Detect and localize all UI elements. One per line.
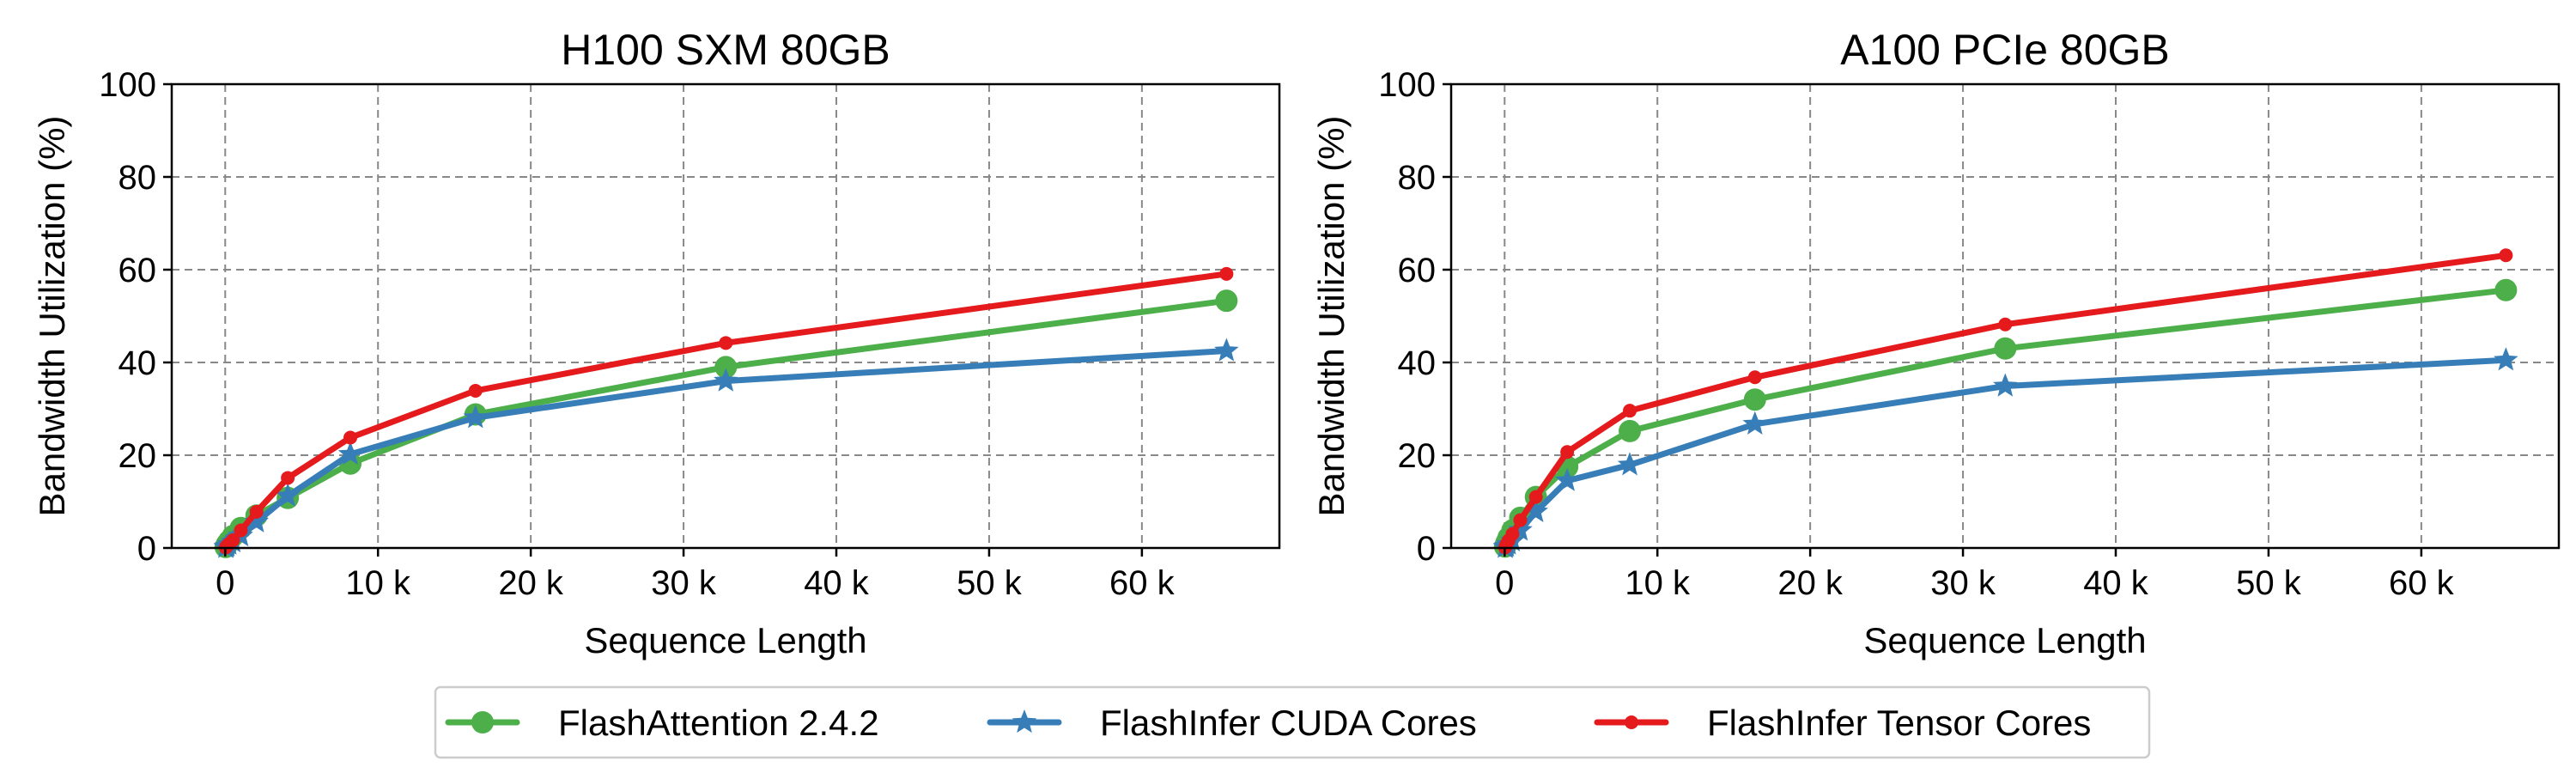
data-point [1523, 498, 1548, 522]
x-tick-label: 40 k [804, 564, 870, 602]
x-axis-label: Sequence Length [584, 620, 866, 660]
series-flashinfer-tensor-cores [1498, 248, 2513, 555]
x-tick-label: 20 k [1777, 564, 1844, 602]
legend-label: FlashInfer Tensor Cores [1707, 703, 2091, 743]
y-tick-label: 80 [118, 159, 157, 197]
data-point [2494, 347, 2518, 371]
data-point [1215, 289, 1238, 313]
x-axis-label: Sequence Length [1863, 620, 2146, 660]
legend-item-flashattention-2-4-2: FlashAttention 2.4.2 [445, 703, 879, 743]
data-point [2494, 278, 2518, 301]
data-point [1528, 490, 1543, 504]
x-tick-label: 0 [1495, 564, 1514, 602]
data-point [714, 368, 738, 392]
series-flashinfer-tensor-cores [218, 266, 1234, 555]
y-tick-label: 0 [1417, 530, 1436, 568]
legend-marker [1625, 715, 1638, 729]
x-tick-label: 10 k [345, 564, 411, 602]
data-point [249, 504, 264, 519]
x-tick-label: 0 [216, 564, 234, 602]
x-tick-label: 30 k [1930, 564, 1996, 602]
data-point [468, 383, 483, 398]
y-tick-label: 20 [118, 437, 157, 475]
y-tick-label: 20 [1398, 437, 1437, 475]
data-point [1998, 317, 2013, 332]
data-point [1219, 266, 1234, 281]
chart-title: A100 PCIe 80GB [1840, 26, 2170, 74]
legend-box [434, 685, 2151, 759]
y-axis-label: Bandwidth Utilization (%) [1311, 116, 1352, 517]
series-flashinfer-cuda-cores [213, 338, 1239, 558]
plot-frame [170, 82, 1281, 550]
series-flashattention-2-4-2 [214, 289, 1238, 558]
y-tick-label: 60 [118, 252, 157, 289]
x-tick-label: 20 k [498, 564, 564, 602]
y-tick-label: 100 [99, 66, 156, 104]
chart-a100-pcie-80gb: 0 10 k 20 k 30 k 40 k 50 k 60 k 0 20 40 60 80 100 A10… [1311, 26, 2561, 660]
data-point [1617, 452, 1643, 476]
data-point [234, 523, 248, 538]
plot-frame [1449, 82, 2561, 550]
data-point [719, 336, 733, 350]
data-point [1560, 445, 1575, 460]
data-point [1554, 467, 1580, 491]
x-tick-label: 40 k [2083, 564, 2149, 602]
data-point [1513, 513, 1528, 527]
data-point [275, 483, 301, 507]
data-point [343, 430, 358, 445]
legend-label: FlashAttention 2.4.2 [558, 703, 879, 743]
data-point [1747, 370, 1762, 385]
legend-item-flashinfer-cuda-cores: FlashInfer CUDA Cores [987, 703, 1477, 743]
data-point [1993, 373, 2018, 397]
y-tick-label: 80 [1398, 159, 1437, 197]
x-tick-label: 30 k [651, 564, 717, 602]
x-tick-label: 50 k [2236, 564, 2302, 602]
y-tick-label: 40 [1398, 344, 1437, 382]
chart-h100-sxm-80gb: 0 10 k 20 k 30 k 40 k 50 k 60 k 0 20 40 60 80 100 H10… [32, 26, 1281, 660]
data-point [1994, 337, 2017, 360]
data-point [337, 441, 363, 466]
data-point [226, 533, 240, 547]
x-tick-label: 60 k [2389, 564, 2455, 602]
legend-marker [1012, 709, 1037, 733]
series-flashinfer-cuda-cores [1492, 347, 2518, 558]
y-axis-label: Bandwidth Utilization (%) [32, 116, 72, 517]
x-tick-label: 60 k [1109, 564, 1176, 602]
y-tick-label: 40 [118, 344, 157, 382]
data-point [1619, 419, 1642, 442]
data-point [281, 471, 295, 485]
y-tick-label: 60 [1398, 252, 1437, 289]
data-point [1743, 388, 1766, 411]
data-point [244, 508, 269, 533]
legend-marker [471, 711, 494, 733]
y-tick-label: 100 [1378, 66, 1436, 104]
legend-label: FlashInfer CUDA Cores [1100, 703, 1477, 743]
x-tick-label: 50 k [957, 564, 1023, 602]
legend-item-flashinfer-tensor-cores: FlashInfer Tensor Cores [1594, 703, 2091, 743]
series-line [222, 271, 1230, 551]
data-point [1505, 526, 1520, 541]
data-point [1623, 404, 1637, 418]
data-point [1214, 338, 1239, 362]
data-point [1742, 411, 1768, 435]
legend: FlashAttention 2.4.2 FlashInfer CUDA Core… [434, 685, 2151, 759]
y-tick-label: 0 [137, 530, 156, 568]
x-tick-label: 10 k [1625, 564, 1691, 602]
series-line [1502, 252, 2509, 551]
chart-title: H100 SXM 80GB [561, 26, 890, 74]
data-point [463, 405, 489, 429]
data-point [714, 356, 738, 379]
data-point [1508, 517, 1533, 541]
data-point [2499, 248, 2513, 263]
